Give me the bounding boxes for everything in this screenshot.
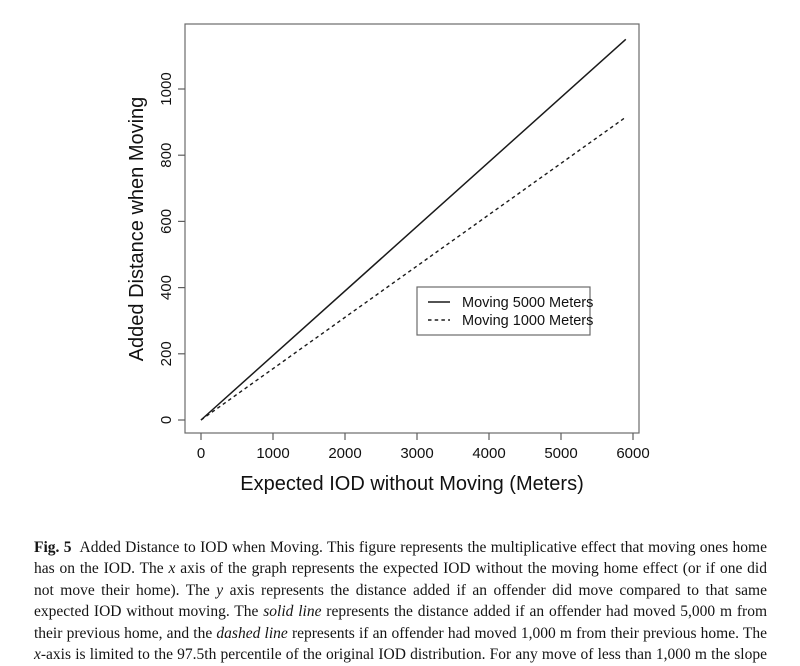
legend: Moving 5000 Meters Moving 1000 Meters [416, 286, 593, 336]
caption-text: axis of the graph represents the expecte… [34, 560, 767, 599]
x-tick-label: 3000 [400, 445, 433, 462]
legend-label-moving-1000: Moving 1000 Meters [462, 313, 593, 329]
caption-text: axis represents the distance added if an… [34, 581, 767, 621]
y-tick-label: 200 [158, 341, 175, 366]
y-axis: 0 200 400 600 800 1000 [158, 72, 185, 424]
caption-text: dashed line [216, 624, 288, 642]
y-tick-label: 800 [158, 143, 175, 168]
caption-text: x [168, 560, 176, 577]
caption-text: represents the distance added if an offe… [34, 603, 768, 642]
x-tick-label: 2000 [328, 445, 361, 462]
y-tick-label: 400 [158, 275, 175, 300]
figure-caption: Fig. 5 Added Distance to IOD when Moving.… [34, 537, 767, 666]
plot-area-border [184, 23, 640, 434]
legend-label-moving-5000: Moving 5000 Meters [462, 295, 593, 311]
x-tick-label: 1000 [256, 445, 289, 462]
x-tick-label: 4000 [472, 445, 505, 462]
x-tick-label: 0 [197, 445, 205, 462]
legend-box [416, 286, 591, 336]
caption-text: y [216, 581, 224, 599]
series-line-moving-1000 [200, 116, 627, 421]
figure-caption-label: Fig. 5 [34, 538, 72, 556]
caption-text: x [34, 646, 41, 663]
x-axis: 0 1000 2000 3000 4000 5000 6000 [197, 433, 650, 462]
caption-text: Added Distance to IOD when Moving. This … [34, 538, 767, 578]
series-line-moving-5000 [200, 38, 627, 421]
figure-chart: 0 1000 2000 3000 4000 5000 6000 0 200 40… [126, 23, 650, 495]
y-tick-label: 600 [158, 209, 175, 234]
caption-text: solid line [263, 603, 322, 620]
x-tick-label: 5000 [544, 445, 577, 462]
caption-text: represents if an offender had moved 1,00… [287, 624, 768, 642]
caption-text: -axis is limited to the 97.5th percentil… [40, 646, 767, 663]
y-tick-label: 0 [158, 416, 175, 424]
x-tick-label: 6000 [616, 445, 649, 462]
x-axis-title: Expected IOD without Moving (Meters) [240, 473, 583, 495]
y-axis-title: Added Distance when Moving [126, 97, 148, 362]
y-tick-label: 1000 [158, 72, 175, 105]
